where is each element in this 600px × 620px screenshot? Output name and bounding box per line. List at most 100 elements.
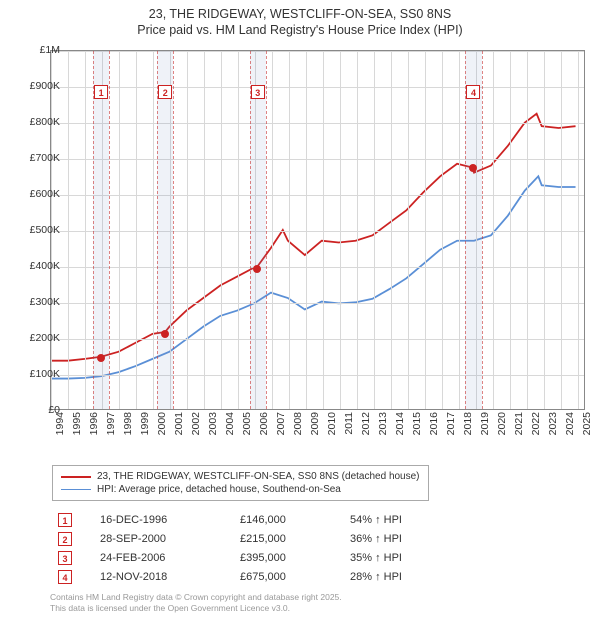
sale-marker-box: 2 <box>158 85 172 99</box>
gridline-v <box>408 51 409 409</box>
x-axis-label: 2005 <box>241 412 253 452</box>
sales-pct: 36% ↑ HPI <box>350 533 460 545</box>
x-axis-label: 1995 <box>71 412 83 452</box>
x-axis-label: 1998 <box>122 412 134 452</box>
sale-shade-band <box>157 51 173 409</box>
sales-marker: 3 <box>58 551 72 565</box>
x-axis-label: 2022 <box>530 412 542 452</box>
footer-line1: Contains HM Land Registry data © Crown c… <box>50 592 342 603</box>
legend-label: HPI: Average price, detached house, Sout… <box>97 484 341 495</box>
series-line-hpi <box>51 176 576 378</box>
footer-line2: This data is licensed under the Open Gov… <box>50 603 342 614</box>
y-axis-label: £700K <box>12 152 60 164</box>
gridline-h <box>51 267 584 268</box>
sale-shade-border <box>465 51 466 409</box>
x-axis-label: 2014 <box>394 412 406 452</box>
sales-date: 28-SEP-2000 <box>100 533 240 545</box>
x-axis-label: 2000 <box>156 412 168 452</box>
chart-title: 23, THE RIDGEWAY, WESTCLIFF-ON-SEA, SS0 … <box>0 0 600 39</box>
sales-marker: 1 <box>58 513 72 527</box>
x-axis-label: 2018 <box>462 412 474 452</box>
sale-shade-border <box>173 51 174 409</box>
legend-swatch <box>61 476 91 478</box>
gridline-v <box>306 51 307 409</box>
sale-point-dot <box>253 265 261 273</box>
gridline-h <box>51 303 584 304</box>
x-axis-label: 2020 <box>496 412 508 452</box>
y-axis-label: £1M <box>12 44 60 56</box>
sales-date: 24-FEB-2006 <box>100 552 240 564</box>
sales-pct: 28% ↑ HPI <box>350 571 460 583</box>
chart-plot-area: 1234 <box>50 50 585 410</box>
sales-row: 412-NOV-2018£675,00028% ↑ HPI <box>58 567 460 586</box>
x-axis-label: 2019 <box>479 412 491 452</box>
title-line2: Price paid vs. HM Land Registry's House … <box>0 22 600 38</box>
gridline-v <box>340 51 341 409</box>
sales-marker: 2 <box>58 532 72 546</box>
gridline-v <box>357 51 358 409</box>
sale-marker-box: 4 <box>466 85 480 99</box>
sale-shade-border <box>93 51 94 409</box>
series-line-price_paid <box>51 114 576 361</box>
x-axis-label: 1994 <box>54 412 66 452</box>
x-axis-label: 2009 <box>309 412 321 452</box>
sales-row: 116-DEC-1996£146,00054% ↑ HPI <box>58 510 460 529</box>
y-axis-label: £800K <box>12 116 60 128</box>
gridline-v <box>374 51 375 409</box>
x-axis-label: 2004 <box>224 412 236 452</box>
x-axis-label: 2003 <box>207 412 219 452</box>
gridline-v <box>510 51 511 409</box>
x-axis-label: 2008 <box>292 412 304 452</box>
legend-row: HPI: Average price, detached house, Sout… <box>61 483 420 496</box>
sales-date: 12-NOV-2018 <box>100 571 240 583</box>
gridline-v <box>85 51 86 409</box>
gridline-v <box>493 51 494 409</box>
sales-table: 116-DEC-1996£146,00054% ↑ HPI 2 28-SEP-200… <box>58 510 460 586</box>
gridline-h <box>51 87 584 88</box>
sale-shade-border <box>482 51 483 409</box>
x-axis-label: 2011 <box>343 412 355 452</box>
gridline-v <box>323 51 324 409</box>
sale-shade-border <box>250 51 251 409</box>
x-axis-label: 2017 <box>445 412 457 452</box>
y-axis-label: £0 <box>12 404 60 416</box>
x-axis-label: 2024 <box>564 412 576 452</box>
sale-shade-border <box>109 51 110 409</box>
sales-pct: 35% ↑ HPI <box>350 552 460 564</box>
gridline-h <box>51 51 584 52</box>
gridline-v <box>459 51 460 409</box>
y-axis-label: £900K <box>12 80 60 92</box>
gridline-h <box>51 195 584 196</box>
gridline-v <box>238 51 239 409</box>
gridline-h <box>51 123 584 124</box>
x-axis-label: 2002 <box>190 412 202 452</box>
gridline-v <box>272 51 273 409</box>
gridline-v <box>578 51 579 409</box>
gridline-v <box>527 51 528 409</box>
sales-price: £215,000 <box>240 533 350 545</box>
legend-label: 23, THE RIDGEWAY, WESTCLIFF-ON-SEA, SS0 … <box>97 471 420 482</box>
y-axis-label: £500K <box>12 224 60 236</box>
gridline-h <box>51 375 584 376</box>
gridline-h <box>51 159 584 160</box>
gridline-v <box>544 51 545 409</box>
x-axis-label: 2023 <box>547 412 559 452</box>
footer-attribution: Contains HM Land Registry data © Crown c… <box>50 592 342 613</box>
gridline-v <box>221 51 222 409</box>
gridline-v <box>136 51 137 409</box>
sales-pct: 54% ↑ HPI <box>350 514 460 526</box>
sale-shade-border <box>157 51 158 409</box>
gridline-v <box>68 51 69 409</box>
sale-point-dot <box>469 164 477 172</box>
sales-marker: 4 <box>58 570 72 584</box>
legend-box: 23, THE RIDGEWAY, WESTCLIFF-ON-SEA, SS0 … <box>52 465 429 501</box>
sale-marker-box: 1 <box>94 85 108 99</box>
y-axis-label: £200K <box>12 332 60 344</box>
x-axis-label: 1997 <box>105 412 117 452</box>
x-axis-label: 1996 <box>88 412 100 452</box>
x-axis-label: 2007 <box>275 412 287 452</box>
title-line1: 23, THE RIDGEWAY, WESTCLIFF-ON-SEA, SS0 … <box>0 6 600 22</box>
gridline-v <box>561 51 562 409</box>
x-axis-label: 2015 <box>411 412 423 452</box>
gridline-v <box>187 51 188 409</box>
